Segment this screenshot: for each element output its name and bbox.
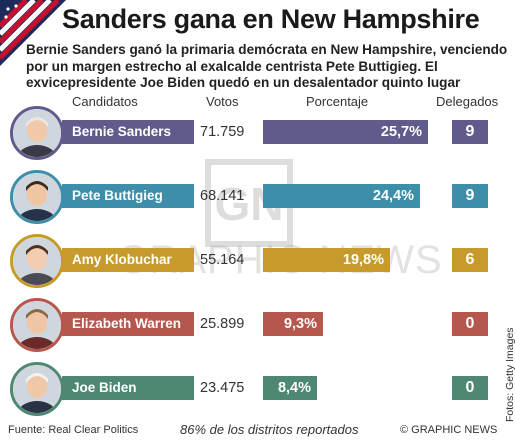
percent-bar: 9,3% [263, 312, 323, 336]
candidate-name: Pete Buttigieg [62, 184, 194, 208]
vote-count: 55.164 [200, 252, 245, 268]
percent-track: 25,7% [263, 120, 443, 144]
vote-count: 25.899 [200, 316, 245, 332]
delegate-count: 9 [452, 120, 488, 144]
copyright-note: © GRAPHIC NEWS [400, 424, 498, 436]
chart-title: Sanders gana en New Hampshire [62, 4, 480, 34]
photo-credit: Fotos: Getty Images [504, 327, 515, 422]
candidate-photo [10, 106, 64, 160]
percent-track: 9,3% [263, 312, 443, 336]
candidate-name: Joe Biden [62, 376, 194, 400]
candidate-name: Bernie Sanders [62, 120, 194, 144]
vote-count: 68.141 [200, 188, 245, 204]
percent-bar: 8,4% [263, 376, 317, 400]
percent-bar: 24,4% [263, 184, 420, 208]
chart-subtitle: Bernie Sanders ganó la primaria demócrat… [26, 42, 508, 90]
source-note: Fuente: Real Clear Politics [8, 424, 139, 436]
percent-bar: 25,7% [263, 120, 428, 144]
percent-bar: 19,8% [263, 248, 390, 272]
delegate-count: 9 [452, 184, 488, 208]
vote-count: 23.475 [200, 380, 245, 396]
header-percent: Porcentaje [306, 94, 369, 109]
vote-count: 71.759 [200, 124, 245, 140]
header-votes: Votos [206, 94, 239, 109]
candidate-photo [10, 362, 64, 416]
percent-track: 24,4% [263, 184, 443, 208]
header-delegates: Delegados [436, 94, 499, 109]
reporting-note: 86% de los distritos reportados [180, 422, 359, 437]
header-candidates: Candidatos [72, 94, 138, 109]
percent-track: 19,8% [263, 248, 443, 272]
candidate-row: Bernie Sanders 71.759 25,7% 9 [0, 106, 515, 160]
delegate-count: 0 [452, 312, 488, 336]
us-flag-corner-icon [0, 0, 66, 66]
candidate-photo [10, 234, 64, 288]
candidate-row: Elizabeth Warren 25.899 9,3% 0 [0, 298, 515, 352]
delegate-count: 6 [452, 248, 488, 272]
candidate-row: Amy Klobuchar 55.164 19,8% 6 [0, 234, 515, 288]
candidate-photo [10, 298, 64, 352]
candidate-row: Pete Buttigieg 68.141 24,4% 9 [0, 170, 515, 224]
percent-track: 8,4% [263, 376, 443, 400]
candidate-name: Elizabeth Warren [62, 312, 194, 336]
delegate-count: 0 [452, 376, 488, 400]
candidate-photo [10, 170, 64, 224]
candidate-row: Joe Biden 23.475 8,4% 0 [0, 362, 515, 416]
candidate-name: Amy Klobuchar [62, 248, 194, 272]
